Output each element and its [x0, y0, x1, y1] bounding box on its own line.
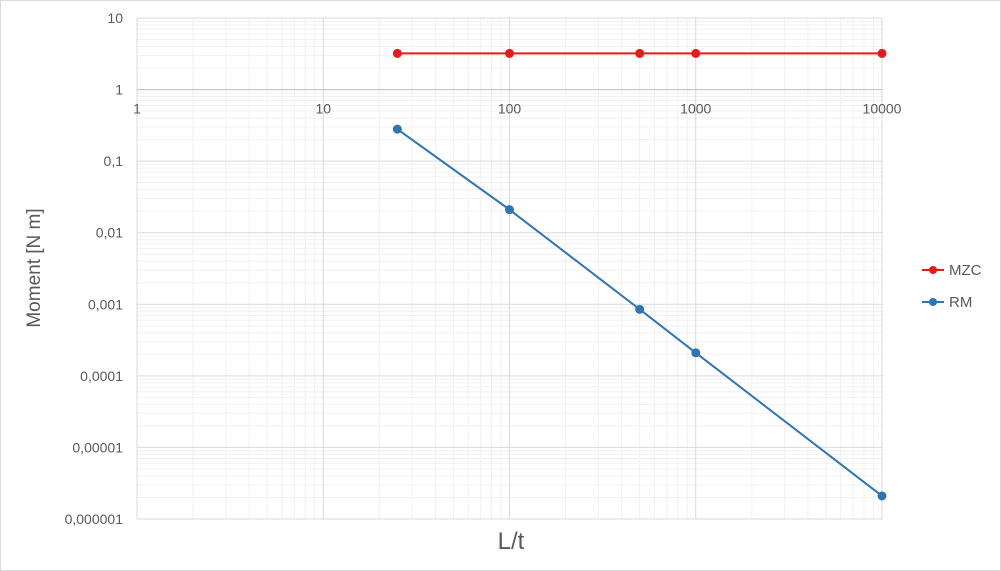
data-point-mzc	[505, 48, 514, 58]
legend: MZC RM	[922, 262, 982, 311]
y-axis-title: Moment [N m]	[24, 208, 45, 327]
x-tick-label: 1000	[680, 101, 711, 117]
y-tick-label: 0,000001	[65, 511, 124, 527]
x-tick-label: 1	[133, 101, 141, 117]
y-tick-label: 1	[115, 82, 123, 98]
data-point-rm	[691, 348, 701, 358]
data-point-rm	[877, 491, 887, 501]
legend-marker-mzc	[929, 266, 937, 274]
y-tick-label: 0,01	[96, 225, 123, 241]
series-layer	[392, 48, 887, 501]
y-tick-label: 0,001	[88, 296, 123, 312]
data-point-mzc	[635, 48, 645, 58]
data-point-rm	[505, 205, 514, 215]
legend-marker-rm	[929, 298, 937, 306]
data-point-mzc	[392, 48, 402, 58]
data-point-rm	[635, 304, 645, 314]
major-gridlines	[136, 17, 883, 520]
x-axis-title: L/t	[498, 528, 525, 555]
x-tick-label: 10000	[863, 101, 902, 117]
data-point-mzc	[691, 48, 701, 58]
y-tick-label: 0,0001	[80, 368, 123, 384]
y-tick-label: 10	[107, 10, 123, 26]
y-tick-label: 0,00001	[72, 439, 123, 455]
legend-label-mzc: MZC	[949, 262, 982, 279]
y-axis-tick-labels: 10 1 0,1 0,01 0,001 0,0001 0,00001 0,000001	[65, 10, 124, 527]
legend-label-rm: RM	[949, 294, 972, 311]
x-tick-label: 100	[498, 101, 522, 117]
data-point-rm	[392, 124, 402, 134]
data-point-mzc	[877, 48, 887, 58]
y-tick-label: 0,1	[104, 153, 124, 169]
x-tick-label: 10	[315, 101, 331, 117]
x-axis-tick-labels: 1 10 100 1000 10000	[133, 101, 902, 117]
